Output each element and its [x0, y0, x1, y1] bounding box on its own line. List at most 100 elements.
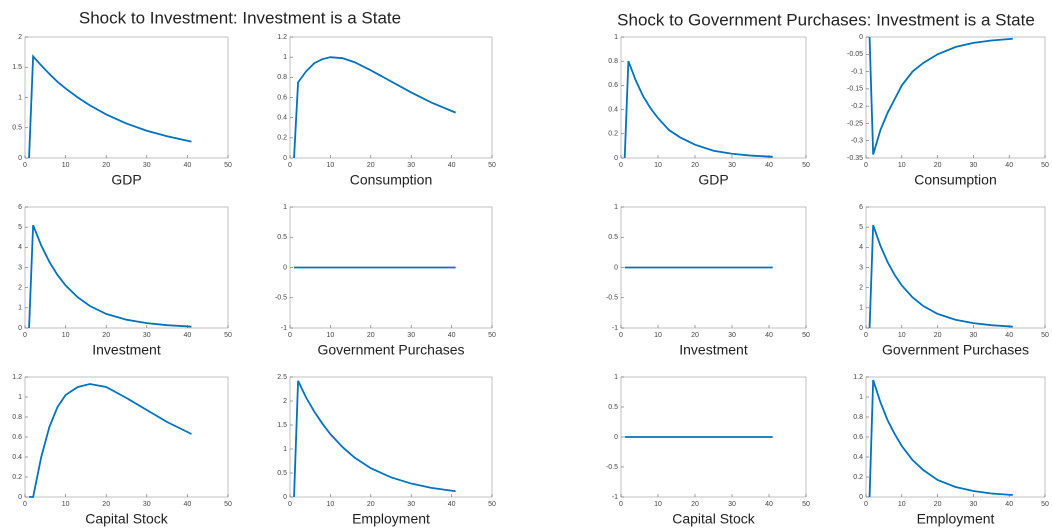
y-tick-label: 0.6	[277, 94, 287, 101]
y-tick-label: 0.6	[853, 434, 863, 441]
y-tick-label: 2	[859, 285, 863, 292]
x-tick-label: 30	[728, 162, 736, 169]
plot-frame	[865, 376, 1046, 498]
x-tick-label: 40	[184, 501, 192, 508]
y-tick-label: 1	[859, 394, 863, 401]
x-tick-label: 40	[1005, 162, 1013, 169]
x-tick-label: 10	[327, 332, 335, 339]
x-tick-label: 50	[1041, 162, 1049, 169]
y-tick-label: 0.4	[853, 454, 863, 461]
x-tick-label: 10	[654, 501, 662, 508]
x-tick-label: 40	[765, 332, 773, 339]
y-tick-label: -0.05	[847, 51, 863, 58]
y-tick-label: 0.6	[608, 82, 618, 89]
y-tick-label: 1.5	[277, 422, 287, 429]
x-tick-label: 0	[864, 501, 868, 508]
y-tick-label: 1	[283, 446, 287, 453]
y-tick-label: 0	[18, 494, 22, 501]
y-tick-label: 0.5	[608, 234, 618, 241]
y-tick-label: 1	[614, 374, 618, 381]
x-tick-label: 40	[1005, 501, 1013, 508]
x-tick-label: 30	[143, 332, 151, 339]
data-line	[293, 380, 456, 498]
y-tick-label: 5	[859, 224, 863, 231]
x-tick-label: 20	[102, 501, 110, 508]
y-tick-label: 0.2	[853, 474, 863, 481]
x-axis-label: Government Purchases	[317, 342, 464, 358]
x-axis-label: Employment	[352, 511, 430, 527]
y-tick-label: -0.25	[847, 120, 863, 127]
x-tick-label: 50	[1041, 332, 1049, 339]
x-axis-label: Employment	[917, 511, 995, 527]
x-tick-label: 20	[691, 332, 699, 339]
y-tick-label: 0.5	[277, 470, 287, 477]
data-line	[29, 383, 192, 498]
x-tick-label: 50	[488, 501, 496, 508]
x-tick-label: 0	[619, 501, 623, 508]
panel-title: Shock to Investment: Investment is a Sta…	[79, 8, 401, 27]
x-tick-label: 30	[970, 501, 978, 508]
y-tick-label: 0.8	[12, 414, 22, 421]
plot-frame	[24, 206, 229, 329]
x-axis-label: GDP	[698, 172, 728, 188]
y-tick-label: 0.8	[277, 74, 287, 81]
y-tick-label: 3	[859, 264, 863, 271]
y-tick-label: 0.8	[853, 414, 863, 421]
y-tick-label: 1	[283, 204, 287, 211]
x-tick-label: 40	[765, 162, 773, 169]
x-tick-label: 20	[367, 332, 375, 339]
y-tick-label: 0.4	[12, 454, 22, 461]
y-tick-label: 0	[283, 155, 287, 162]
y-tick-label: 0	[614, 264, 618, 271]
x-tick-label: 50	[1041, 501, 1049, 508]
y-tick-label: 1.2	[853, 374, 863, 381]
x-tick-label: 20	[691, 162, 699, 169]
y-tick-label: -1	[612, 325, 618, 332]
x-tick-label: 50	[802, 162, 810, 169]
y-tick-label: 5	[18, 224, 22, 231]
x-axis-label: GDP	[111, 172, 141, 188]
y-tick-label: 4	[18, 244, 22, 251]
x-tick-label: 10	[898, 332, 906, 339]
x-axis-label: Investment	[92, 342, 161, 358]
y-tick-label: 0	[283, 494, 287, 501]
x-tick-label: 20	[934, 501, 942, 508]
x-tick-label: 40	[184, 162, 192, 169]
y-tick-label: 0	[18, 155, 22, 162]
plot-frame	[620, 36, 807, 159]
plot-frame	[24, 376, 229, 498]
x-tick-label: 30	[970, 162, 978, 169]
y-tick-label: 0.2	[277, 135, 287, 142]
y-tick-label: -0.2	[851, 103, 863, 110]
y-tick-label: 0	[614, 434, 618, 441]
y-tick-label: 0	[614, 155, 618, 162]
y-tick-label: -0.15	[847, 86, 863, 93]
y-tick-label: 0.5	[277, 234, 287, 241]
y-tick-label: -0.3	[851, 138, 863, 145]
x-tick-label: 50	[802, 332, 810, 339]
x-tick-label: 40	[1005, 332, 1013, 339]
y-tick-label: 0.6	[12, 434, 22, 441]
plot-frame	[289, 376, 493, 498]
y-tick-label: -0.35	[847, 155, 863, 162]
x-tick-label: 0	[23, 501, 27, 508]
x-tick-label: 40	[448, 162, 456, 169]
y-tick-label: 1.5	[12, 64, 22, 71]
x-tick-label: 0	[23, 332, 27, 339]
x-tick-label: 30	[143, 162, 151, 169]
x-tick-label: 20	[102, 332, 110, 339]
data-line	[28, 224, 192, 329]
x-axis-label: Consumption	[914, 172, 997, 188]
x-tick-label: 20	[367, 162, 375, 169]
x-axis-label: Government Purchases	[882, 342, 1029, 358]
x-tick-label: 0	[619, 332, 623, 339]
x-tick-label: 50	[224, 332, 232, 339]
x-tick-label: 10	[327, 501, 335, 508]
x-tick-label: 0	[288, 162, 292, 169]
y-tick-label: 0.5	[12, 125, 22, 132]
x-axis-label: Consumption	[350, 172, 433, 188]
data-line	[293, 56, 456, 159]
x-tick-label: 30	[728, 332, 736, 339]
x-tick-label: 20	[367, 501, 375, 508]
panel-title: Shock to Government Purchases: Investmen…	[617, 10, 1035, 29]
